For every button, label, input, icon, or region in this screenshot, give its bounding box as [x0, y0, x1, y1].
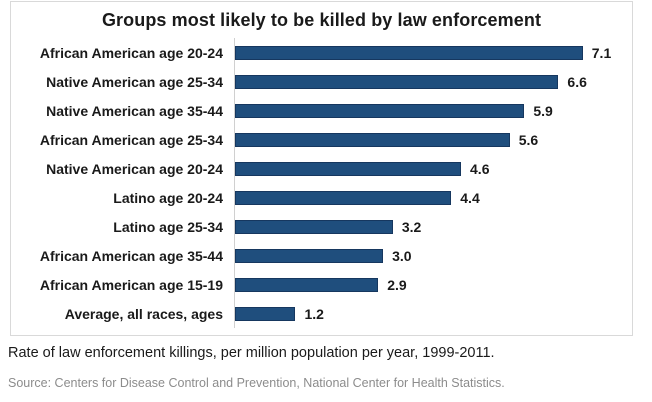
- category-label: African American age 20-24: [39, 44, 223, 61]
- value-label: 5.9: [533, 102, 553, 119]
- chart-row: African American age 35-44 3.0: [11, 241, 632, 270]
- value-label: 3.0: [392, 247, 412, 264]
- chart-card: Groups most likely to be killed by law e…: [10, 1, 633, 336]
- bar: [235, 74, 559, 89]
- bar-area: 7.1: [234, 38, 632, 67]
- chart-source: Source: Centers for Disease Control and …: [8, 376, 505, 390]
- chart-row: African American age 20-24 7.1: [11, 38, 632, 67]
- bar: [235, 277, 379, 292]
- bar: [235, 45, 583, 60]
- value-label: 4.4: [460, 189, 480, 206]
- chart-row: Native American age 35-44 5.9: [11, 96, 632, 125]
- bar: [235, 248, 384, 263]
- value-label: 7.1: [591, 44, 612, 61]
- bar-area: 6.6: [234, 67, 632, 96]
- bar: [235, 190, 452, 205]
- value-label: 5.6: [518, 131, 539, 148]
- bar: [235, 103, 525, 118]
- bar: [235, 132, 510, 147]
- bar-area: 4.6: [234, 154, 632, 183]
- chart-row: Latino age 25-34 3.2: [11, 212, 632, 241]
- bar-area: 3.0: [234, 241, 632, 270]
- category-label: African American age 35-44: [39, 247, 223, 264]
- chart-caption: Rate of law enforcement killings, per mi…: [8, 345, 495, 361]
- value-label: 1.2: [304, 305, 324, 322]
- value-label: 4.6: [470, 160, 490, 177]
- bar-area: 4.4: [234, 183, 632, 212]
- category-label: Average, all races, ages: [64, 305, 223, 322]
- chart-row: Average, all races, ages 1.2: [11, 299, 632, 328]
- category-label: African American age 15-19: [39, 276, 223, 293]
- bar: [235, 219, 393, 234]
- value-label: 2.9: [387, 276, 407, 293]
- chart-rows: African American age 20-24 7.1 Native Amer…: [11, 38, 632, 328]
- category-label: Native American age 35-44: [46, 102, 223, 119]
- bar-area: 1.2: [234, 299, 632, 328]
- category-label: African American age 25-34: [39, 131, 223, 148]
- category-label: Latino age 20-24: [113, 189, 223, 206]
- category-label: Native American age 25-34: [46, 73, 223, 90]
- bar-area: 5.6: [234, 125, 632, 154]
- bar: [235, 161, 462, 176]
- bar-area: 3.2: [234, 212, 632, 241]
- bar-area: 2.9: [234, 270, 632, 299]
- bar: [235, 306, 296, 321]
- value-label: 6.6: [567, 73, 587, 90]
- chart-title: Groups most likely to be killed by law e…: [101, 10, 542, 30]
- chart-row: Native American age 20-24 4.6: [11, 154, 632, 183]
- category-label: Native American age 20-24: [46, 160, 223, 177]
- chart-row: African American age 25-34 5.6: [11, 125, 632, 154]
- chart-row: Native American age 25-34 6.6: [11, 67, 632, 96]
- chart-row: Latino age 20-24 4.4: [11, 183, 632, 212]
- value-label: 3.2: [401, 218, 422, 235]
- bar-area: 5.9: [234, 96, 632, 125]
- chart-row: African American age 15-19 2.9: [11, 270, 632, 299]
- category-label: Latino age 25-34: [113, 218, 223, 235]
